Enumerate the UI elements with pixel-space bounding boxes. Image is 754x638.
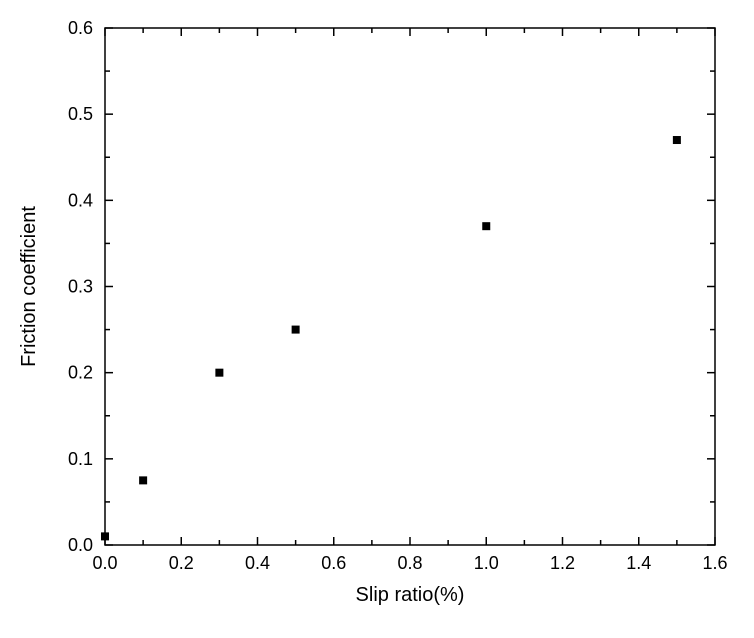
x-tick-label: 1.0 [474,553,499,573]
x-tick-label: 1.4 [626,553,651,573]
data-point [482,222,490,230]
x-axis-label: Slip ratio(%) [356,584,465,606]
x-tick-label: 1.2 [550,553,575,573]
y-tick-label: 0.6 [68,18,93,38]
data-point [139,476,147,484]
y-tick-label: 0.0 [68,535,93,555]
plot-frame [105,28,715,545]
data-point [673,136,681,144]
x-tick-label: 0.2 [169,553,194,573]
y-tick-label: 0.4 [68,190,93,210]
x-tick-label: 1.6 [702,553,727,573]
y-tick-label: 0.5 [68,104,93,124]
y-axis-label: Friction coefficient [18,206,40,367]
x-tick-label: 0.6 [321,553,346,573]
x-tick-label: 0.4 [245,553,270,573]
data-point [215,369,223,377]
data-point [101,532,109,540]
y-tick-label: 0.2 [68,363,93,383]
y-tick-label: 0.1 [68,449,93,469]
chart-svg: 0.0 0.2 0.4 0.6 0.8 1.0 1.2 1.4 1.6 0.0 0.1 0.2 0.3 0… [0,0,754,638]
y-tick-label: 0.3 [68,277,93,297]
data-point [292,326,300,334]
scatter-chart: 0.0 0.2 0.4 0.6 0.8 1.0 1.2 1.4 1.6 0.0 0.1 0.2 0.3 0… [0,0,754,638]
x-tick-label: 0.8 [397,553,422,573]
x-tick-label: 0.0 [92,553,117,573]
